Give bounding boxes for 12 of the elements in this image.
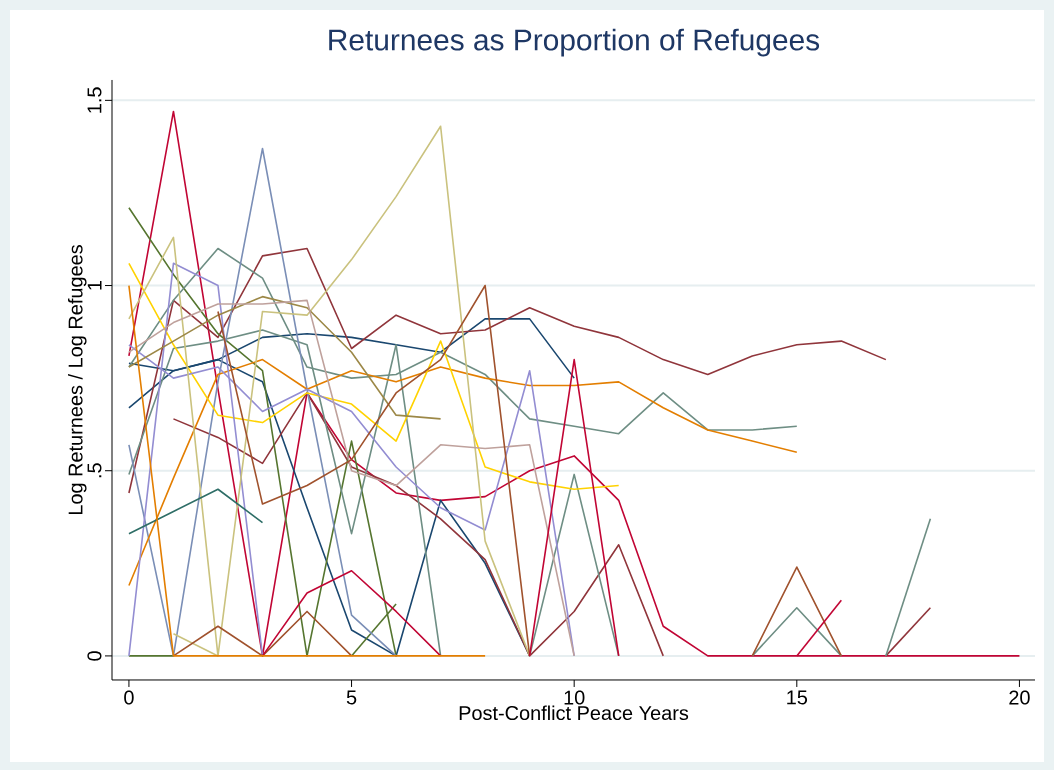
x-tick-label: 0 xyxy=(124,690,134,705)
y-tick-label: 0 xyxy=(87,651,102,661)
x-tick-label: 15 xyxy=(787,690,808,705)
x-axis-title: Post-Conflict Peace Years xyxy=(459,705,689,721)
y-axis-title: Log Returnees / Log Refugees xyxy=(67,245,87,515)
x-tick-label: 20 xyxy=(1009,690,1030,705)
x-tick-label: 5 xyxy=(346,690,357,705)
y-tick-label: .5 xyxy=(87,463,102,478)
x-tick-label: 10 xyxy=(564,690,585,705)
y-tick-label: 1 xyxy=(87,280,102,290)
chart-title: Returnees as Proportion of Refugees xyxy=(329,28,820,57)
y-tick-label: 1.5 xyxy=(87,87,102,113)
